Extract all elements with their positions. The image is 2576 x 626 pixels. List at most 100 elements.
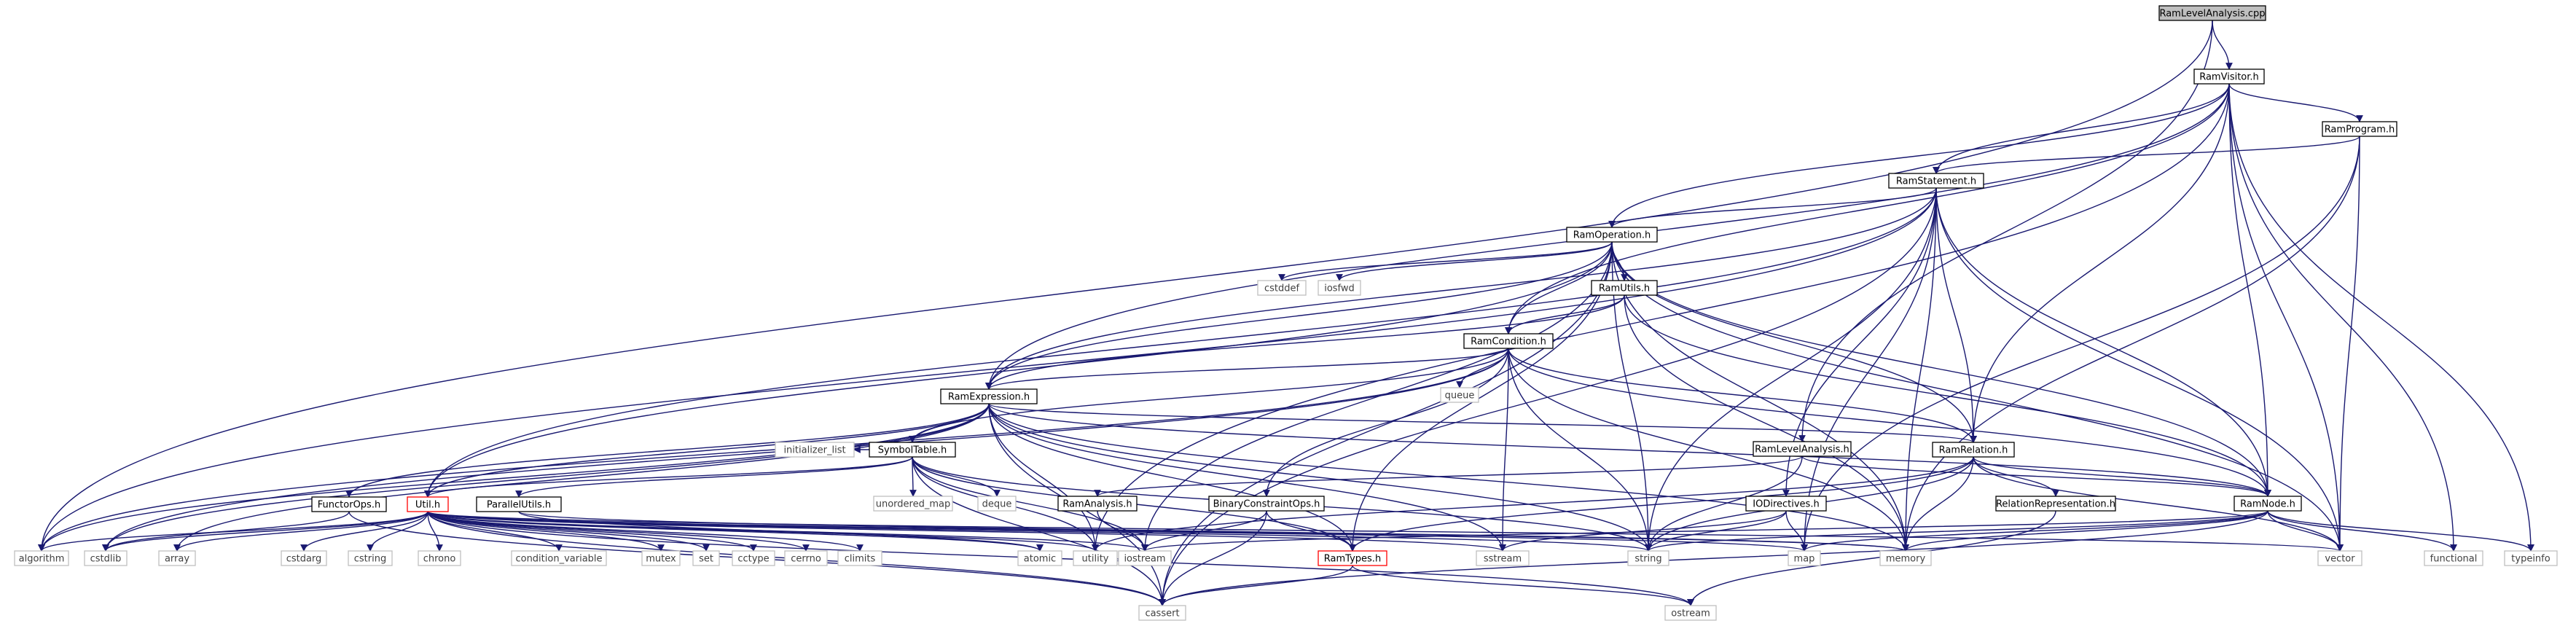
node-ramvisitor-h[interactable]: RamVisitor.h — [2193, 69, 2265, 85]
node-parallelutils-h[interactable]: ParallelUtils.h — [476, 496, 562, 512]
node-typeinfo: typeinfo — [2504, 550, 2558, 566]
edge-parallelutils-h-to-memory — [518, 511, 1909, 552]
edge-ramutils-h-to-ramnode-h — [1624, 294, 2271, 497]
node-array: array — [158, 550, 196, 566]
edge-ramlevelanalysis-cpp-to-algorithm — [38, 20, 2213, 552]
edge-util-h-to-algorithm — [38, 511, 428, 552]
edge-ramoperation-h-to-iosfwd — [1336, 241, 1613, 281]
node-box — [1257, 280, 1307, 296]
node-ramnode-h[interactable]: RamNode.h — [2234, 496, 2302, 512]
node-label: mutex — [646, 554, 676, 565]
node-ramutils-h[interactable]: RamUtils.h — [1591, 280, 1658, 296]
node-box — [158, 550, 196, 566]
edge-ramvisitor-h-to-ramcondition-h — [1505, 83, 2230, 334]
edge-ramexpression-h-to-utility — [988, 403, 1099, 552]
node-functorops-h[interactable]: FunctorOps.h — [311, 496, 387, 512]
edge-ramcondition-h-to-ramnode-h — [1508, 348, 2271, 497]
node-ramexpression-h[interactable]: RamExpression.h — [940, 388, 1038, 404]
node-label: RamUtils.h — [1599, 283, 1650, 294]
node-ramprogram-h[interactable]: RamProgram.h — [2322, 121, 2397, 137]
node-ramrelation-h[interactable]: RamRelation.h — [1932, 442, 2015, 458]
node-box — [511, 550, 607, 566]
node-cstdlib: cstdlib — [84, 550, 128, 566]
node-box — [1888, 173, 1984, 189]
node-label: RamVisitor.h — [2199, 72, 2259, 83]
node-box — [2322, 121, 2397, 137]
edge-ramoperation-h-to-ramexpression-h — [985, 241, 1613, 390]
node-box — [1664, 605, 1717, 621]
node-vector: vector — [2317, 550, 2362, 566]
node-ramlevelanalysis-cpp[interactable]: RamLevelAnalysis.cpp — [2158, 5, 2266, 21]
node-binaryconstraintops-h[interactable]: BinaryConstraintOps.h — [1208, 496, 1325, 512]
node-label: algorithm — [19, 554, 65, 565]
node-chrono: chrono — [418, 550, 461, 566]
edge-ramvisitor-h-to-vector — [2228, 83, 2344, 552]
node-util-h[interactable]: Util.h — [407, 496, 449, 512]
node-box — [869, 442, 956, 458]
edge-ramvisitor-h-to-typeinfo — [2228, 83, 2534, 552]
edge-ramnode-h-to-cassert — [1159, 510, 2268, 606]
edge-ramexpression-h-to-sstream — [988, 403, 1506, 552]
node-ramanalysis-h[interactable]: RamAnalysis.h — [1057, 496, 1138, 512]
edge-ramstatement-h-to-ramnode-h — [1935, 187, 2271, 497]
node-ramstatement-h[interactable]: RamStatement.h — [1888, 173, 1984, 189]
node-functional: functional — [2424, 550, 2483, 566]
node-label: iosfwd — [1324, 283, 1355, 294]
node-label: RamAnalysis.h — [1062, 499, 1132, 510]
node-box — [692, 550, 720, 566]
edge-ramstatement-h-to-map — [1801, 187, 1937, 552]
edge-ramexpression-h-to-ramtypes-h — [988, 403, 1356, 552]
edge-ramstatement-h-to-memory — [1902, 187, 1937, 552]
edge-parallelutils-h-to-atomic — [518, 511, 1044, 552]
node-map: map — [1788, 550, 1821, 566]
edge-ramtypes-h-to-ostream — [1352, 565, 1694, 606]
node-label: array — [165, 554, 189, 565]
node-box — [940, 388, 1038, 404]
node-iodirectives-h[interactable]: IODirectives.h — [1745, 496, 1827, 512]
node-box — [2504, 550, 2558, 566]
node-label: vector — [2325, 554, 2355, 565]
node-label: RamCondition.h — [1471, 337, 1546, 348]
node-label: ostream — [1671, 609, 1710, 619]
edge-util-h-to-climits — [427, 511, 864, 552]
node-mutex: mutex — [641, 550, 681, 566]
edge-util-h-to-mutex — [427, 511, 665, 552]
node-ramlevelanalysis-h[interactable]: RamLevelAnalysis.h — [1753, 441, 1852, 457]
edge-util-h-to-sstream — [427, 511, 1506, 552]
edge-ramvisitor-h-to-ramstatement-h — [1933, 83, 2230, 174]
edge-ramcondition-h-to-binaryconstraintops-h — [1263, 348, 1509, 497]
edge-util-h-to-cctype — [427, 511, 757, 552]
node-ramoperation-h[interactable]: RamOperation.h — [1566, 227, 1658, 243]
node-ramtypes-h[interactable]: RamTypes.h — [1318, 550, 1387, 566]
edge-ramnode-h-to-map — [1801, 510, 2268, 552]
node-box — [2424, 550, 2483, 566]
node-iosfwd: iosfwd — [1318, 280, 1361, 296]
node-label: cstddef — [1264, 283, 1300, 294]
edge-iodirectives-h-to-map — [1785, 510, 1808, 552]
node-box — [1627, 550, 1669, 566]
node-symboltable-h[interactable]: SymbolTable.h — [869, 442, 956, 458]
node-box — [2158, 5, 2266, 21]
node-cctype: cctype — [732, 550, 775, 566]
node-cassert: cassert — [1138, 605, 1186, 621]
node-label: IODirectives.h — [1753, 499, 1819, 510]
node-box — [476, 496, 562, 512]
edge-ramutils-h-to-memory — [1624, 294, 1909, 552]
node-ramcondition-h[interactable]: RamCondition.h — [1463, 333, 1554, 349]
node-label: cstdarg — [286, 554, 322, 565]
edge-ramexpression-h-to-algorithm — [38, 403, 990, 552]
node-cstddef: cstddef — [1257, 280, 1307, 296]
node-label: Util.h — [415, 500, 440, 511]
node-label: map — [1794, 554, 1815, 565]
edge-util-h-to-array — [173, 511, 428, 552]
node-box — [348, 550, 393, 566]
node-label: RamLevelAnalysis.cpp — [2159, 9, 2265, 20]
node-relationrepresentation-h[interactable]: RelationRepresentation.h — [1995, 496, 2116, 512]
edge-ramcondition-h-to-ramexpression-h — [985, 348, 1509, 390]
node-label: queue — [1445, 391, 1475, 402]
node-box — [1995, 496, 2116, 512]
node-sstream: sstream — [1476, 550, 1530, 566]
node-label: RamExpression.h — [948, 392, 1030, 403]
node-ostream: ostream — [1664, 605, 1717, 621]
